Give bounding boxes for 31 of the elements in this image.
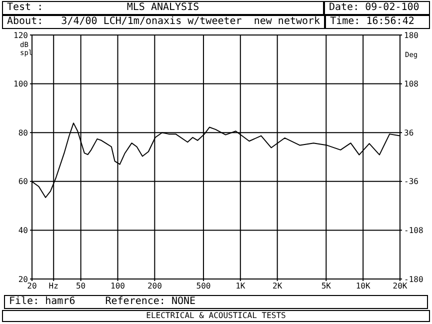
- y2-tick-label: 180: [404, 30, 419, 40]
- y-tick-label: 120: [14, 30, 28, 40]
- x-tick-label: Hz: [48, 282, 59, 291]
- text: File: hamr6: [9, 296, 76, 308]
- y2-tick-label: 108: [404, 80, 419, 89]
- y2-tick-label: -108: [404, 226, 424, 236]
- chart-subtitle: About: 3/4/00 LCH/1m/onaxis w/tweeter new network: [2, 15, 326, 29]
- y-tick-label: 60: [18, 177, 28, 186]
- y2-tick-label: -180: [404, 274, 424, 284]
- y-tick-label: 100: [14, 80, 28, 89]
- y-tick-label: 40: [18, 226, 28, 236]
- y2-tick-label: 36: [404, 128, 414, 138]
- x-tick-label: 10K: [356, 282, 370, 291]
- y-tick-label: 20: [18, 274, 28, 284]
- x-tick-label: 1K: [236, 282, 246, 291]
- y2-tick-label: -36: [404, 177, 419, 186]
- chart-title: MLS ANALYSIS: [126, 2, 200, 13]
- x-tick-label: 500: [196, 282, 211, 291]
- y-tick-label: 80: [18, 128, 28, 138]
- text: Reference: NONE: [105, 296, 196, 308]
- x-tick-label: 200: [147, 282, 162, 291]
- x-tick-label: 20: [27, 282, 37, 291]
- x-tick-label: 2K: [272, 282, 282, 291]
- text: Time: 16:56:42: [325, 15, 430, 29]
- text: Test :: [7, 2, 44, 13]
- text: ELECTRICAL & ACOUSTICAL TESTS: [2, 310, 430, 322]
- x-tick-label: 100: [110, 282, 126, 291]
- x-tick-label: 5K: [321, 282, 332, 291]
- x-tick-label: 50: [76, 282, 86, 291]
- text: Date: 09-02-100: [324, 1, 430, 15]
- x-tick-label: 20K: [392, 282, 408, 291]
